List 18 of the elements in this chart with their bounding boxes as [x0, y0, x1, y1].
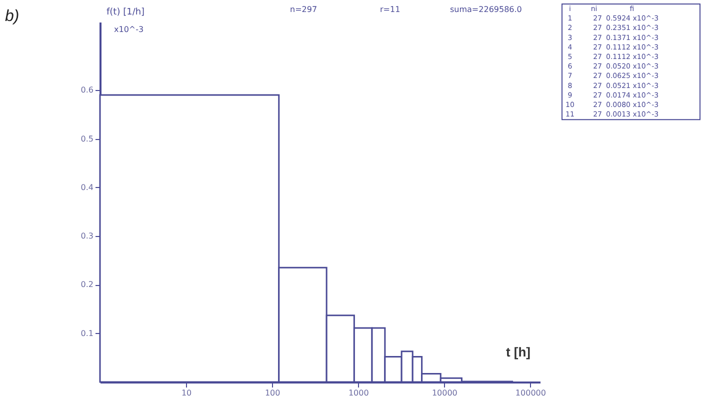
y-tick-label: 0.1 [80, 328, 94, 338]
y-tick-label: 0.6 [80, 86, 94, 95]
y-axis-title: f(t) [1/h] [106, 8, 145, 18]
y-tick-label: 0.3 [80, 232, 94, 241]
annotation: x10^-3 [114, 25, 144, 34]
text: suma=2269586.0 [450, 5, 522, 14]
x-tick-label: 1000 [348, 388, 369, 398]
y-tick-label: 0.2 [80, 280, 94, 290]
x-tick-label: 10 [181, 388, 192, 398]
x-axis-title: t [h] [506, 344, 530, 360]
x-tick-label: 100 [264, 388, 280, 398]
y-tick-label: 0.4 [80, 182, 94, 192]
x-tick-label: 10000 [432, 388, 458, 398]
text: r=11 [380, 5, 400, 14]
text: b) [5, 8, 20, 25]
x-tick-label: 100000 [515, 388, 546, 398]
text: n=297 [290, 5, 318, 14]
y-tick-label: 0.5 [80, 134, 94, 144]
